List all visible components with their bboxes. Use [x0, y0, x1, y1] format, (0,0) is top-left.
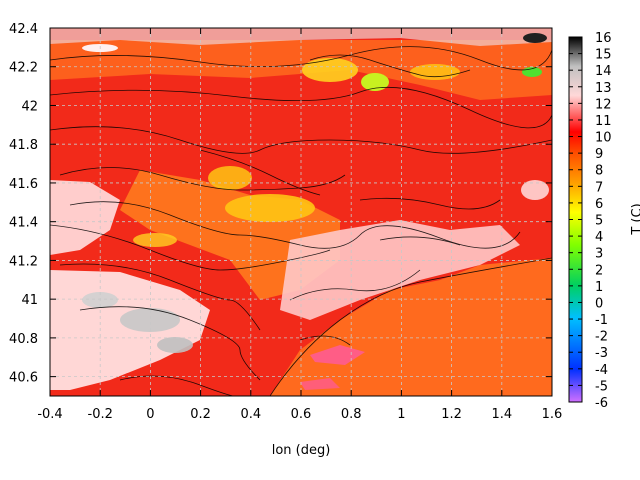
x-axis: -0.4 -0.2 0 0.2 0.4 0.6 0.8 1 1.2 1.4 1.6 — [37, 28, 562, 422]
colorbar-tick-label: 16 — [595, 31, 612, 46]
colorbar-tick-label: 12 — [595, 97, 612, 112]
colorbar-tick-label: -6 — [595, 396, 608, 411]
colorbar-tick-label: 11 — [595, 114, 612, 129]
colorbar-tick-label: -2 — [595, 330, 608, 345]
x-tick-label: 0.4 — [240, 407, 261, 422]
colorbar-tick-label: 14 — [595, 64, 612, 79]
y-tick-label: 41 — [21, 293, 38, 308]
x-tick-label: -0.4 — [37, 407, 62, 422]
colorbar-tick-label: 2 — [595, 263, 603, 278]
x-tick-label: 1 — [397, 407, 405, 422]
x-tick-label: 0.8 — [341, 407, 362, 422]
y-axis: 40.6 40.8 41 41.2 41.4 41.6 41.8 42 42.2 42.4 — [9, 22, 552, 386]
colorbar-tick-label: -1 — [595, 313, 608, 328]
colorbar-tick-label: 13 — [595, 81, 612, 96]
colorbar-tick-label: 7 — [595, 180, 603, 195]
colorbar-tick-label: 15 — [595, 48, 612, 63]
x-tick-label: 0.2 — [190, 407, 211, 422]
y-tick-label: 42.4 — [9, 22, 38, 37]
colorbar-tick-label: 1 — [595, 280, 603, 295]
colorbar-label: T (C) — [630, 203, 640, 235]
y-tick-label: 42 — [21, 99, 38, 114]
colorbar-tick-label: 0 — [595, 296, 603, 311]
y-tick-label: 41.4 — [9, 216, 38, 231]
colorbar-tick-label: -3 — [595, 346, 608, 361]
y-tick-label: 40.8 — [9, 332, 38, 347]
colorbar-tick-label: 5 — [595, 214, 603, 229]
x-tick-label: 1.6 — [542, 407, 563, 422]
x-tick-label: 0.6 — [291, 407, 312, 422]
grid-lines — [50, 28, 552, 396]
colorbar-tick-label: 6 — [595, 197, 603, 212]
colorbar-tick-label: 9 — [595, 147, 603, 162]
colorbar-tick-label: 4 — [595, 230, 603, 245]
x-tick-label: -0.2 — [88, 407, 113, 422]
x-tick-label: 1.2 — [441, 407, 462, 422]
y-tick-label: 41.2 — [9, 254, 38, 269]
y-tick-label: 41.8 — [9, 138, 38, 153]
x-tick-label: 1.4 — [491, 407, 512, 422]
x-tick-label: 0 — [146, 407, 154, 422]
colorbar-tick-label: 3 — [595, 247, 603, 262]
x-axis-label: lon (deg) — [272, 443, 331, 458]
colorbar-tick-label: -5 — [595, 379, 608, 394]
colorbar-tick-label: -4 — [595, 363, 608, 378]
y-tick-label: 42.2 — [9, 61, 38, 76]
y-tick-label: 40.6 — [9, 371, 38, 386]
colorbar-tick-label: 8 — [595, 164, 603, 179]
y-tick-label: 41.6 — [9, 177, 38, 192]
colorbar-tick-label: 10 — [595, 131, 612, 146]
